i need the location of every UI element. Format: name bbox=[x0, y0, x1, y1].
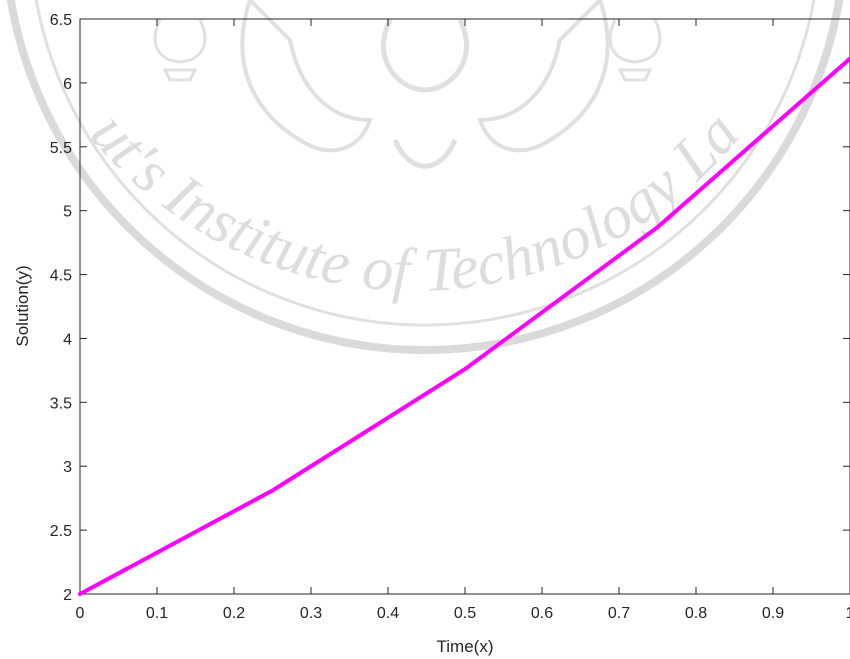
x-tick-label: 0.2 bbox=[223, 605, 245, 622]
y-tick-label: 4.5 bbox=[50, 268, 72, 285]
y-axis-label: Solution(y) bbox=[13, 265, 32, 346]
x-tick-label: 0.9 bbox=[762, 605, 784, 622]
plot-area bbox=[79, 18, 850, 595]
x-tick-label: 0.1 bbox=[146, 605, 168, 622]
watermark-ornament-left bbox=[240, 0, 373, 153]
y-tick-label: 4 bbox=[63, 331, 72, 348]
y-tick-label: 6 bbox=[63, 76, 72, 93]
x-tick-label: 0.8 bbox=[685, 605, 707, 622]
x-axis-label: Time(x) bbox=[437, 637, 494, 656]
y-axis: 2 2.5 3 3.5 4 4.5 5 5.5 6 6.5 bbox=[50, 12, 850, 604]
watermark-ring-inner bbox=[34, 0, 816, 327]
x-tick-label: 0.5 bbox=[454, 605, 476, 622]
x-tick-label: 0.6 bbox=[531, 605, 553, 622]
x-tick-label: 0.4 bbox=[377, 605, 399, 622]
watermark-ring-outer bbox=[6, 0, 844, 354]
y-tick-label: 6.5 bbox=[50, 12, 72, 29]
x-tick-label: 0 bbox=[76, 605, 85, 622]
x-tick-label: 0.7 bbox=[608, 605, 630, 622]
x-tick-label: 1 bbox=[846, 605, 850, 622]
x-axis: 0 0.1 0.2 0.3 0.4 0.5 0.6 0.7 0.8 0.9 1 bbox=[76, 19, 850, 622]
x-tick-label: 0.3 bbox=[300, 605, 322, 622]
watermark-ornament-right bbox=[477, 0, 610, 153]
y-tick-label: 5.5 bbox=[50, 140, 72, 157]
y-tick-label: 3.5 bbox=[50, 395, 72, 412]
watermark-ornament-center bbox=[381, 18, 469, 169]
y-tick-label: 3 bbox=[63, 459, 72, 476]
watermark-lotus-left bbox=[153, 19, 207, 82]
y-tick-label: 2.5 bbox=[50, 523, 72, 540]
y-tick-label: 5 bbox=[63, 204, 72, 221]
y-tick-label: 2 bbox=[63, 587, 72, 604]
watermark-lotus-right bbox=[608, 19, 662, 82]
